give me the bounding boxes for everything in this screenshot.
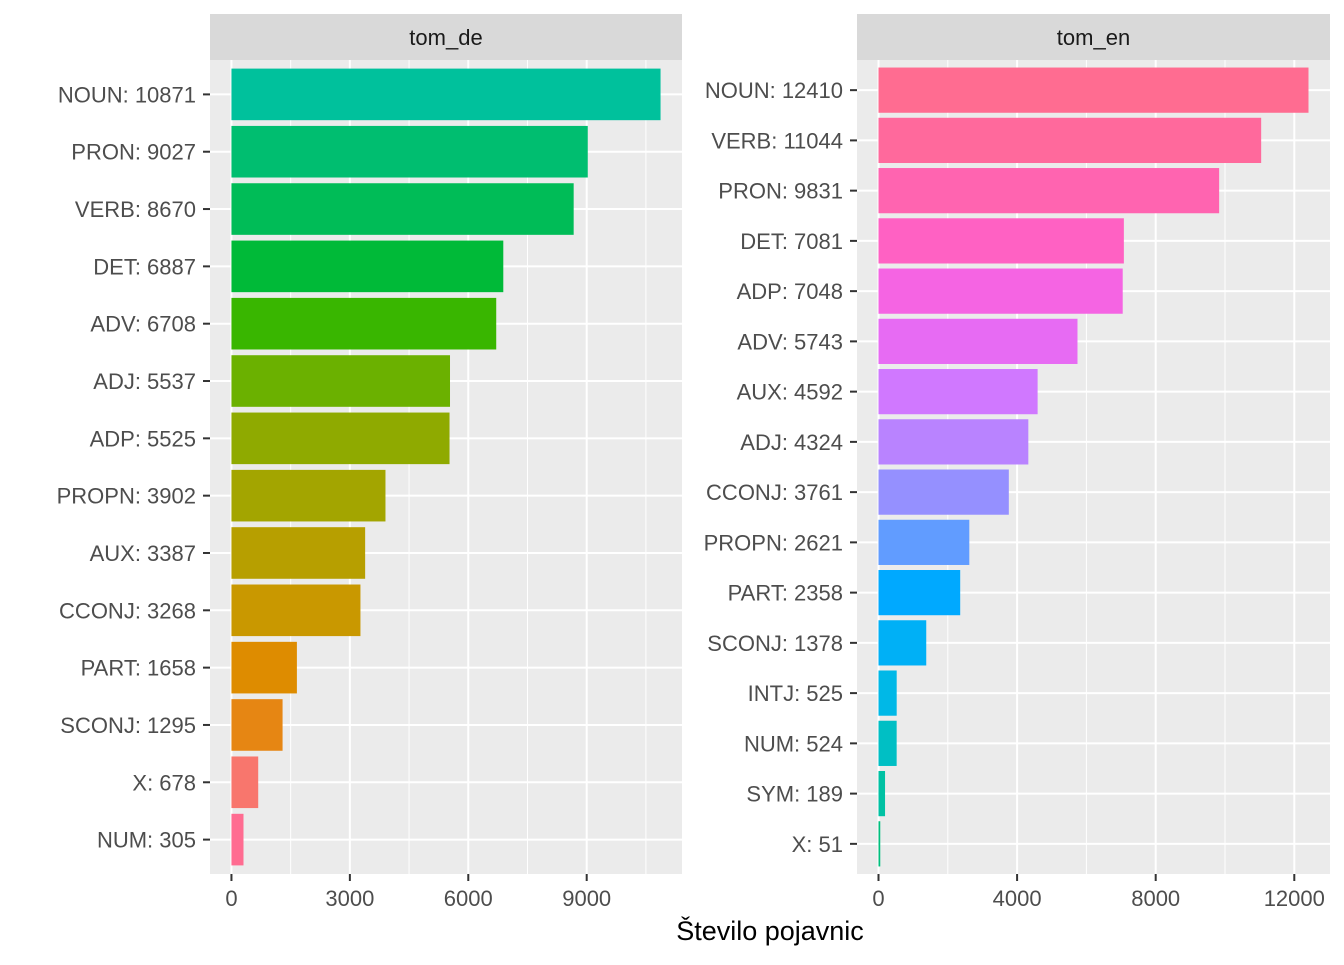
bar	[231, 813, 244, 866]
bar	[231, 756, 259, 809]
x-tick-label: 0	[225, 886, 237, 911]
y-tick-label: SCONJ: 1378	[707, 631, 843, 656]
y-tick-label: AUX: 4592	[737, 380, 843, 405]
bar	[231, 355, 451, 407]
y-tick-label: PROPN: 3902	[57, 484, 196, 509]
bar	[878, 720, 897, 766]
x-tick-label: 0	[872, 886, 884, 911]
y-tick-label: ADJ: 4324	[740, 430, 843, 455]
bar	[878, 168, 1220, 214]
y-tick-label: ADP: 5525	[90, 426, 196, 451]
bar	[231, 240, 504, 293]
x-tick-label: 9000	[562, 886, 611, 911]
y-tick-label: VERB: 11044	[711, 128, 843, 153]
bar	[878, 268, 1123, 314]
y-tick-label: PRON: 9027	[71, 140, 196, 165]
y-tick-label: PROPN: 2621	[704, 530, 843, 555]
x-tick-label: 12000	[1264, 886, 1325, 911]
facet-strip	[210, 14, 682, 60]
bar	[231, 412, 450, 465]
y-tick-label: NOUN: 12410	[705, 78, 843, 103]
panel-background	[210, 60, 682, 874]
bar	[878, 670, 897, 716]
y-tick-label: PART: 2358	[728, 581, 843, 606]
x-tick-label: 6000	[444, 886, 493, 911]
bar	[231, 68, 661, 121]
y-tick-label: ADV: 6708	[90, 312, 196, 337]
bar	[231, 699, 283, 751]
y-tick-label: AUX: 3387	[90, 541, 196, 566]
bar	[878, 770, 886, 817]
x-axis-title: Število pojavnic	[676, 915, 864, 946]
bar	[878, 67, 1309, 113]
bar	[878, 369, 1038, 415]
bar	[878, 117, 1262, 164]
facet-strip	[857, 14, 1330, 60]
facet-title: tom_en	[1057, 25, 1130, 50]
bar	[878, 218, 1124, 264]
y-tick-label: DET: 6887	[93, 254, 196, 279]
y-tick-label: ADV: 5743	[737, 329, 843, 354]
bar	[231, 125, 588, 178]
bar	[231, 469, 386, 522]
y-tick-label: X: 678	[132, 770, 196, 795]
bar	[878, 419, 1029, 465]
y-tick-label: ADJ: 5537	[93, 369, 196, 394]
y-tick-label: SCONJ: 1295	[60, 713, 196, 738]
bar	[231, 183, 574, 235]
y-tick-label: DET: 7081	[740, 229, 843, 254]
y-tick-label: NUM: 524	[744, 731, 843, 756]
bar	[231, 527, 366, 579]
facet-title: tom_de	[409, 25, 482, 50]
bar	[231, 584, 361, 637]
y-tick-label: NOUN: 10871	[58, 82, 196, 107]
y-tick-label: CCONJ: 3268	[59, 598, 196, 623]
bar	[878, 318, 1078, 364]
bar	[878, 620, 927, 666]
y-tick-label: NUM: 305	[97, 828, 196, 853]
y-tick-label: PART: 1658	[81, 656, 196, 681]
y-tick-label: CCONJ: 3761	[706, 480, 843, 505]
y-tick-label: X: 51	[792, 832, 843, 857]
y-tick-label: SYM: 189	[746, 782, 843, 807]
y-tick-label: VERB: 8670	[75, 197, 196, 222]
x-tick-label: 3000	[325, 886, 374, 911]
y-tick-label: ADP: 7048	[737, 279, 843, 304]
x-tick-label: 4000	[993, 886, 1042, 911]
bar	[878, 519, 970, 565]
y-tick-label: INTJ: 525	[748, 681, 843, 706]
bar	[231, 297, 497, 350]
bar	[878, 821, 881, 867]
x-tick-label: 8000	[1131, 886, 1180, 911]
bar	[878, 570, 961, 616]
bar	[231, 641, 297, 694]
bar	[878, 469, 1009, 515]
y-tick-label: PRON: 9831	[718, 179, 843, 204]
